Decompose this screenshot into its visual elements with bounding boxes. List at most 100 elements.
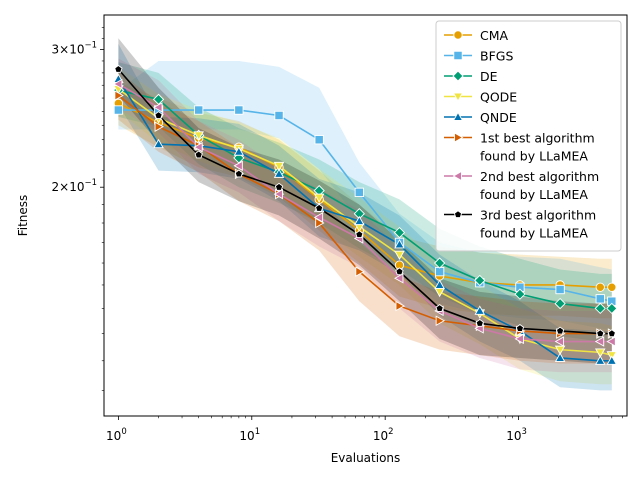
legend-frame <box>435 20 622 252</box>
series-2-point <box>434 266 445 277</box>
series-2-band <box>118 60 612 331</box>
series-7-point <box>514 333 524 345</box>
legend-marker <box>454 132 464 143</box>
legend-item-1st-best-algorithm: 1st best algorithm found by LLaMEA <box>444 131 595 164</box>
series-3-point <box>393 226 406 239</box>
series-2-point <box>234 105 244 115</box>
legend-label: found by LLaMEA <box>480 226 588 241</box>
series-7-point <box>394 272 404 284</box>
series-7-point <box>193 141 203 153</box>
series-5-point <box>394 239 405 249</box>
series-7-point <box>273 188 283 200</box>
series-2-point <box>274 110 284 121</box>
legend-label: 3rd best algorithm <box>480 208 596 223</box>
series-markers <box>112 64 618 365</box>
plot-frame <box>103 14 628 417</box>
series-5-point <box>606 355 618 365</box>
x-tick-label: 102 <box>373 427 394 443</box>
series-4-line <box>117 88 612 356</box>
series-8-point <box>555 326 565 335</box>
series-4-point <box>313 193 325 203</box>
series-3-line <box>118 89 612 310</box>
legend-label: found by LLaMEA <box>480 187 588 202</box>
legend-marker <box>452 111 464 121</box>
legend-marker <box>453 30 463 40</box>
series-6-point <box>154 121 164 132</box>
series-6-point <box>315 217 325 229</box>
legend-marker <box>453 50 463 61</box>
x-tick-label: 100 <box>106 427 127 443</box>
legend: CMA BFGS DE QODE QNDE 1st best algorithm found… <box>435 20 622 252</box>
series-8-line <box>117 68 612 335</box>
series-6-point <box>114 90 124 101</box>
series-7-point <box>554 336 565 347</box>
x-tick-label: 103 <box>506 427 527 443</box>
series-7-point <box>606 336 616 347</box>
series-7-point <box>112 78 123 90</box>
series-2-point <box>354 187 364 197</box>
series-8-point <box>315 203 324 212</box>
legend-item-bfgs: BFGS <box>444 49 513 64</box>
series-7-point <box>313 212 324 223</box>
y-tick-label: 2×10−1 <box>52 178 98 194</box>
series-3-point <box>554 297 566 310</box>
series-3-point <box>606 302 618 315</box>
series-4-point <box>273 161 285 172</box>
y-axis-label: Fitness <box>16 195 30 237</box>
series-5-point <box>434 279 445 289</box>
legend-marker <box>453 210 463 219</box>
series-5-point <box>474 305 486 315</box>
series-4-point <box>554 345 566 356</box>
legend-item-qnde: QNDE <box>444 110 517 125</box>
x-axis-label: Evaluations <box>331 451 401 465</box>
legend-label: DE <box>480 69 498 84</box>
x-axis-ticks: 100 101 102 103 <box>106 416 623 443</box>
series-1-band <box>118 82 612 319</box>
series-8-point <box>395 267 404 276</box>
series-5-point <box>354 215 365 226</box>
legend-item-cma: CMA <box>444 28 509 43</box>
series-5-point <box>233 146 245 156</box>
y-tick-label: 3×10−1 <box>52 40 98 56</box>
series-2-point <box>595 294 605 304</box>
series-7-point <box>233 160 243 172</box>
series-8-point <box>355 230 364 239</box>
series-7-line <box>117 83 612 343</box>
series-8-point <box>515 324 525 332</box>
series-8-point <box>475 318 484 327</box>
series-2-point <box>194 105 204 115</box>
series-5-point <box>153 138 164 149</box>
legend-label: 2nd best algorithm <box>480 169 599 184</box>
y-axis-ticks: 3×10−1 2×10−1 <box>52 27 104 391</box>
series-4-point <box>193 131 204 141</box>
series-1-point <box>595 282 605 292</box>
series-3-point <box>514 288 526 300</box>
legend-marker <box>452 70 464 82</box>
legend-item-de: DE <box>444 69 498 84</box>
legend-item-qode: QODE <box>444 90 517 105</box>
legend-label: QODE <box>480 90 517 105</box>
legend-marker <box>452 170 462 182</box>
legend-marker <box>452 92 464 102</box>
series-4-point <box>594 348 606 358</box>
legend-label: CMA <box>480 28 509 43</box>
series-6-point <box>435 315 446 327</box>
series-6-point <box>355 266 365 277</box>
series-8-point <box>607 329 616 338</box>
series-7-point <box>594 336 605 347</box>
series-8-point <box>154 111 163 120</box>
series-5-point <box>554 352 566 362</box>
series-5-point <box>594 355 606 365</box>
legend-label: QNDE <box>480 110 517 125</box>
series-8-point <box>596 329 605 338</box>
series-lines <box>117 68 612 362</box>
series-7-point <box>153 102 163 113</box>
series-1-point <box>607 282 617 292</box>
series-4-point <box>394 250 405 261</box>
series-8-point <box>194 150 203 159</box>
legend-label: found by LLaMEA <box>480 149 588 164</box>
series-3-band <box>118 62 612 342</box>
series-8-point <box>274 182 284 191</box>
series-3-point <box>474 274 486 287</box>
